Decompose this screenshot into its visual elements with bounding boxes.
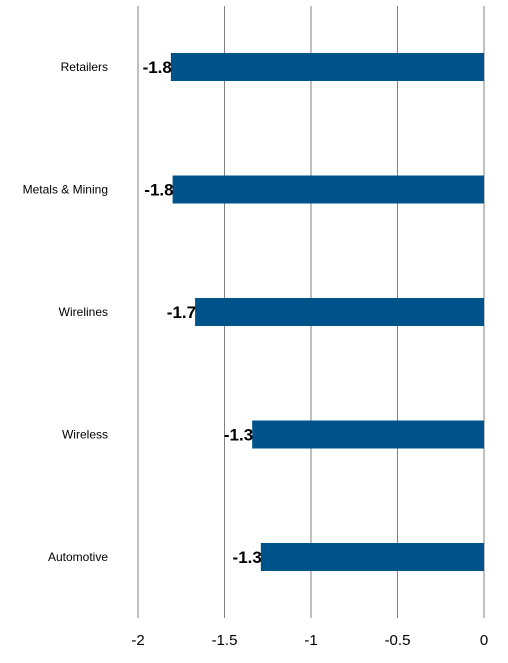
category-label: Metals & Mining [23,183,108,197]
x-tick-label: -2 [131,632,144,649]
category-labels: Retailers Metals & Mining Wirelines Wireles… [23,60,109,564]
data-label: -1.3 [224,426,253,445]
category-label: Wireless [62,428,108,442]
x-tick-labels: -2 -1.5 -1 -0.5 0 [131,632,488,649]
category-label: Retailers [61,60,108,74]
x-tick-label: -1.5 [212,632,238,649]
category-label: Wirelines [59,305,108,319]
x-tick-label: -0.5 [385,632,411,649]
x-tick-label: -1 [304,632,317,649]
data-label: -1.8 [143,58,172,77]
bars [170,53,484,571]
data-labels: -1.8 -1.8 -1.7 -1.3 -1.3 [143,58,262,567]
data-label: -1.8 [144,181,173,200]
bar [252,420,484,449]
data-label: -1.7 [167,303,196,322]
bar [260,543,484,571]
bar [195,298,484,326]
bar [172,175,484,204]
data-label: -1.3 [233,548,262,567]
x-tick-label: 0 [480,632,488,649]
category-label: Automotive [48,550,108,564]
bar [170,53,484,81]
